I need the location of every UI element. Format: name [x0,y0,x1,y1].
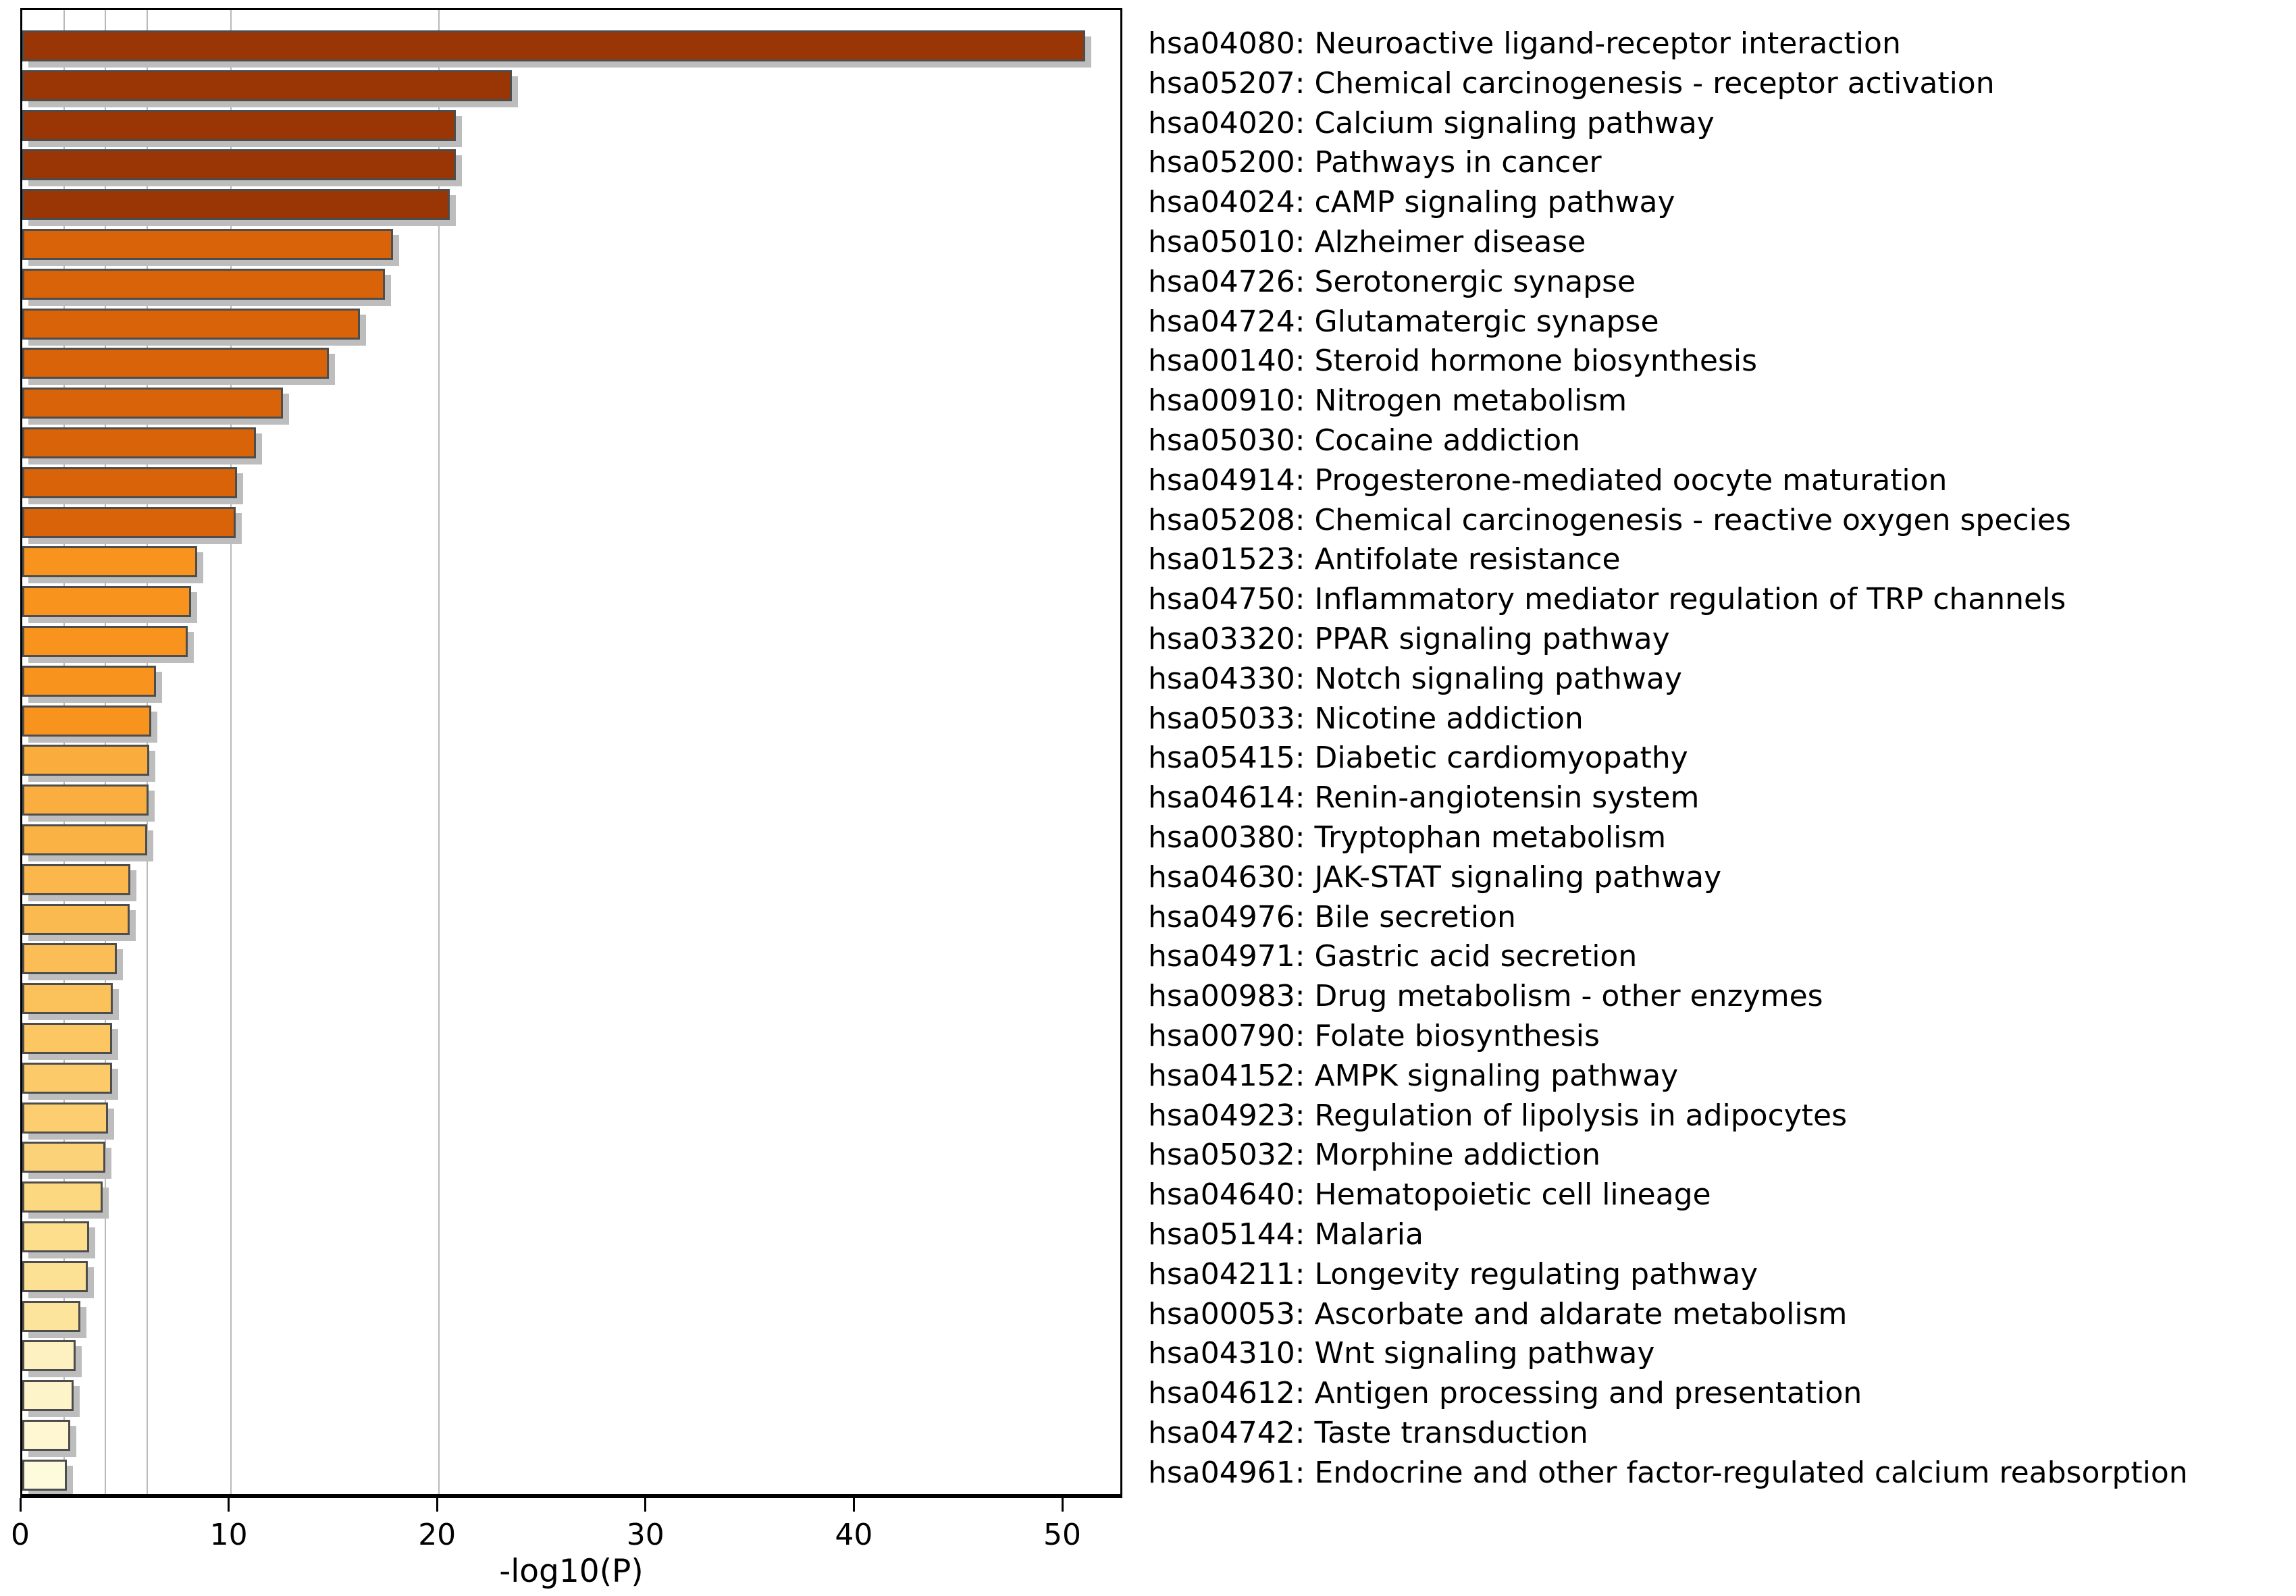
pathway-bar [22,149,456,181]
pathway-label: hsa04742: Taste transduction [1148,1416,1588,1450]
pathway-label: hsa05032: Morphine addiction [1148,1138,1601,1173]
pathway-bar [22,943,118,975]
pathway-label: hsa05033: Nicotine addiction [1148,701,1584,736]
pathway-bar [22,1340,76,1372]
pathway-label: hsa04750: Inflammatory mediator regulati… [1148,582,2066,617]
pathway-label: hsa04080: Neuroactive ligand-receptor in… [1148,26,1901,61]
pathway-label: hsa04971: Gastric acid secretion [1148,939,1638,974]
pathway-bar [22,903,130,935]
pathway-label: hsa04961: Endocrine and other factor-reg… [1148,1455,2188,1490]
pathway-label: hsa00053: Ascorbate and aldarate metabol… [1148,1296,1848,1331]
pathway-bar [22,1062,112,1094]
pathway-label: hsa04330: Notch signaling pathway [1148,661,1682,696]
gridline-10 [230,10,232,1495]
pathway-bar [22,546,198,578]
pathway-label: hsa04724: Glutamatergic synapse [1148,304,1659,339]
pathway-label: hsa05010: Alzheimer disease [1148,225,1586,259]
pathway-bar [22,586,191,618]
pathway-bar [22,745,150,776]
pathway-bar [22,348,329,379]
x-tick-label: 40 [835,1518,873,1552]
pathway-label: hsa05200: Pathways in cancer [1148,145,1602,180]
pathway-bar [22,784,149,816]
pathway-label: hsa04612: Antigen processing and present… [1148,1376,1862,1411]
pathway-label: hsa00983: Drug metabolism - other enzyme… [1148,979,1823,1014]
pathway-label: hsa04020: Calcium signaling pathway [1148,105,1715,140]
x-tick-label: 30 [626,1518,664,1552]
pathway-bar [22,665,156,697]
pathway-label: hsa04152: AMPK signaling pathway [1148,1058,1679,1093]
pathway-bar [22,1023,112,1054]
pathway-bar [22,1380,74,1412]
pathway-label: hsa05144: Malaria [1148,1217,1424,1252]
pathway-label: hsa04976: Bile secretion [1148,899,1516,934]
x-tick [19,1498,22,1512]
pathway-bar [22,229,394,260]
pathway-bar [22,626,188,657]
pathway-bar [22,983,113,1015]
pathway-label: hsa05208: Chemical carcinogenesis - reac… [1148,502,2071,537]
pathway-bar [22,1300,81,1332]
pathway-bar [22,427,256,458]
pathway-label: hsa04614: Renin-angiotensin system [1148,780,1700,816]
pathway-label: hsa05415: Diabetic cardiomyopathy [1148,741,1688,776]
pathway-bar [22,1459,68,1491]
pathway-label: hsa05207: Chemical carcinogenesis - rece… [1148,65,1995,101]
pathway-label: hsa04923: Regulation of lipolysis in adi… [1148,1098,1848,1133]
x-tick-label: 10 [209,1518,248,1552]
x-tick-label: 0 [11,1518,30,1552]
x-tick [1061,1498,1064,1512]
gridline-20 [438,10,440,1495]
pathway-bar [22,189,450,221]
pathway-label: hsa04024: cAMP signaling pathway [1148,185,1675,220]
pathway-bar [22,1221,89,1252]
pathway-label: hsa00910: Nitrogen metabolism [1148,383,1627,419]
pathway-label: hsa03320: PPAR signaling pathway [1148,622,1670,656]
x-tick-label: 20 [418,1518,456,1552]
pathway-bar [22,467,237,498]
pathway-bar [22,70,513,101]
pathway-label: hsa04211: Longevity regulating pathway [1148,1256,1758,1292]
pathway-bar [22,506,236,538]
pathway-bar [22,705,152,737]
x-tick-label: 50 [1043,1518,1081,1552]
pathway-label: hsa04630: JAK-STAT signaling pathway [1148,859,1722,895]
x-axis-title: -log10(P) [499,1553,644,1590]
pathway-bar [22,1142,106,1173]
pathway-bar [22,1102,108,1134]
pathway-bar [22,308,360,340]
pathway-label: hsa04726: Serotonergic synapse [1148,264,1636,299]
pathway-label: hsa04914: Progesterone-mediated oocyte m… [1148,462,1948,498]
pathway-bar [22,824,148,855]
x-tick [436,1498,438,1512]
x-tick [852,1498,855,1512]
pathway-bar [22,1181,103,1213]
pathway-label: hsa01523: Antifolate resistance [1148,542,1621,577]
x-tick [228,1498,230,1512]
pathway-label: hsa04310: Wnt signaling pathway [1148,1336,1655,1371]
plot-area [20,8,1122,1497]
pathway-bar [22,268,385,300]
x-axis-line [20,1494,1122,1498]
pathway-bar [22,1420,70,1451]
x-tick [644,1498,647,1512]
pathway-bar [22,1260,88,1292]
pathway-bar [22,863,131,895]
pathway-bar [22,388,283,419]
pathway-label: hsa05030: Cocaine addiction [1148,423,1581,458]
pathway-bar [22,30,1085,61]
pathway-label: hsa00380: Tryptophan metabolism [1148,820,1667,855]
pathway-bar [22,109,456,141]
pathway-label: hsa00140: Steroid hormone biosynthesis [1148,344,1758,379]
pathway-label: hsa04640: Hematopoietic cell lineage [1148,1177,1711,1213]
pathway-label: hsa00790: Folate biosynthesis [1148,1019,1600,1053]
